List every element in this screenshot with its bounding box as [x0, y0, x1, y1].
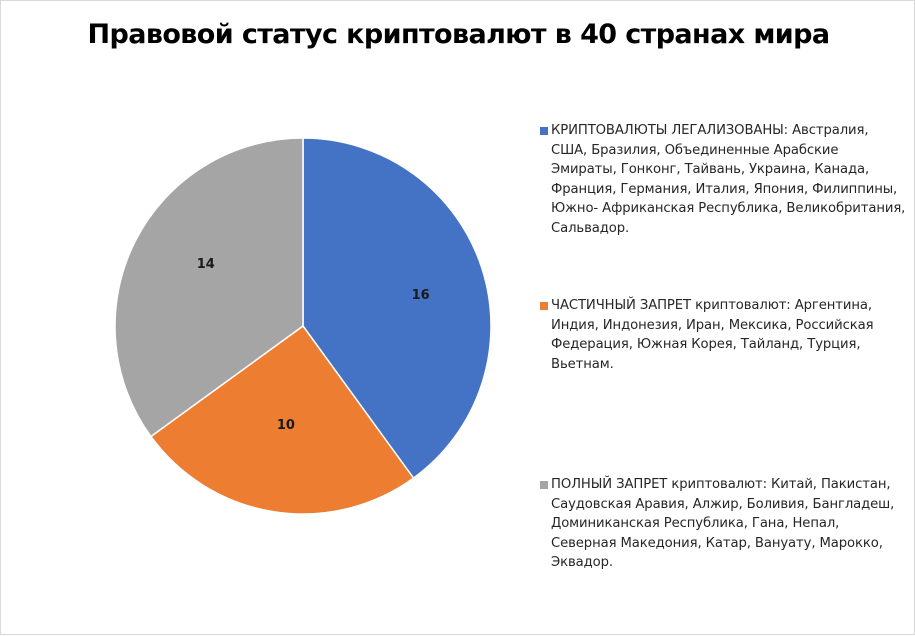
data-label-legalized: 16 [412, 288, 430, 303]
legend-entry-legalized: КРИПТОВАЛЮТЫ ЛЕГАЛИЗОВАНЫ: Австралия, СШ… [534, 121, 906, 238]
pie-slice-legalized [302, 137, 492, 480]
legend-text-legalized: КРИПТОВАЛЮТЫ ЛЕГАЛИЗОВАНЫ: Австралия, СШ… [551, 123, 906, 236]
chart-title: Правовой статус криптовалют в 40 странах… [87, 19, 831, 50]
pie-slice-partial-ban [149, 324, 415, 515]
legend-entry-full-ban: ПОЛНЫЙ ЗАПРЕТ криптовалют: Китай, Пакист… [534, 475, 906, 573]
legend-swatch-full-ban [540, 481, 548, 489]
legend-text-full-ban: ПОЛНЫЙ ЗАПРЕТ криптовалют: Китай, Пакист… [551, 477, 895, 570]
data-label-partial-ban: 10 [277, 418, 295, 433]
legend-swatch-partial-ban [540, 302, 548, 310]
pie-slice-full-ban [114, 137, 304, 438]
legend-swatch-legalized [540, 127, 548, 135]
data-label-full-ban: 14 [197, 257, 215, 272]
legend-entry-partial-ban: ЧАСТИЧНЫЙ ЗАПРЕТ криптовалют: Аргентина,… [534, 296, 906, 374]
legend-text-partial-ban: ЧАСТИЧНЫЙ ЗАПРЕТ криптовалют: Аргентина,… [551, 298, 874, 372]
